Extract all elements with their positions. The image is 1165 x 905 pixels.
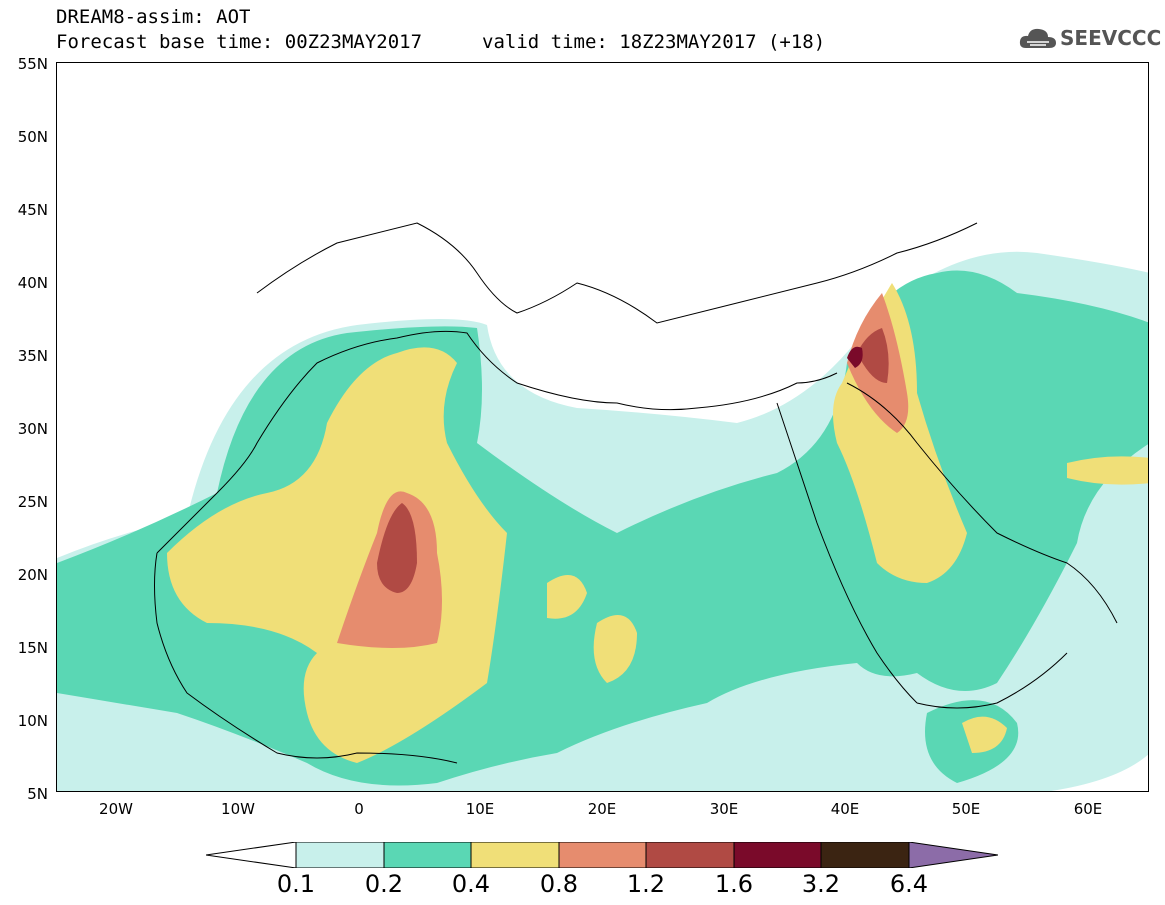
lat-label: 35N <box>17 347 48 365</box>
lat-label: 15N <box>17 639 48 657</box>
lon-label: 60E <box>1073 800 1103 818</box>
coastline-red-sea <box>776 402 918 704</box>
coastline-north-africa <box>156 330 838 554</box>
lat-label: 25N <box>17 493 48 511</box>
lat-label: 55N <box>17 55 48 73</box>
colorbar-segment-7 <box>820 842 910 868</box>
seevccc-logo: SEEVCCC <box>1018 24 1162 54</box>
lat-label: 45N <box>17 201 48 219</box>
colorbar-segment-5 <box>645 842 735 868</box>
lon-label: 0 <box>354 800 364 818</box>
aot-contour-level3-somalia <box>962 716 1007 753</box>
coastline-horn-of-africa <box>916 652 1068 709</box>
colorbar-label: 0.1 <box>276 870 316 898</box>
colorbar-segment-2 <box>383 842 472 868</box>
aot-contour-level3-gulf <box>1067 456 1148 485</box>
lon-label: 10E <box>465 800 495 818</box>
aot-contour-level3-niger <box>547 575 587 619</box>
colorbar-label: 1.2 <box>626 870 666 898</box>
colorbar-right-arrow <box>908 842 998 868</box>
lat-label: 20N <box>17 566 48 584</box>
coastline-europe <box>256 222 978 324</box>
colorbar-label: 3.2 <box>801 870 841 898</box>
lon-label: 10W <box>221 800 255 818</box>
coastlines <box>154 222 1118 764</box>
forecast-base-time: Forecast base time: 00Z23MAY2017 <box>56 31 423 53</box>
colorbar-label: 6.4 <box>889 870 929 898</box>
colorbar-segment-6 <box>733 842 822 868</box>
aot-contour-level3-sahara <box>167 347 507 763</box>
lat-label: 10N <box>17 712 48 730</box>
lon-label: 20W <box>99 800 133 818</box>
colorbar <box>206 842 998 868</box>
map-panel <box>56 62 1149 792</box>
aot-field <box>57 222 1148 791</box>
colorbar-label: 1.6 <box>714 870 754 898</box>
colorbar-segment-3 <box>470 842 560 868</box>
aot-contour-level6-iraq <box>847 346 863 368</box>
lon-label: 50E <box>951 800 981 818</box>
lon-label: 20E <box>587 800 617 818</box>
colorbar-label: 0.4 <box>451 870 491 898</box>
colorbar-label: 0.8 <box>539 870 579 898</box>
colorbar-label: 0.2 <box>364 870 404 898</box>
coastline-arabia <box>846 382 1118 624</box>
lat-label: 5N <box>27 785 48 803</box>
aot-contour-level5-iraq <box>857 328 889 383</box>
lat-label: 40N <box>17 274 48 292</box>
lon-label: 30E <box>709 800 739 818</box>
logo-text: SEEVCCC <box>1060 26 1162 50</box>
lat-label: 50N <box>17 128 48 146</box>
lat-label: 30N <box>17 420 48 438</box>
colorbar-left-arrow <box>206 842 297 868</box>
lon-label: 40E <box>830 800 860 818</box>
aot-contour-level3-chad <box>593 615 637 683</box>
aot-contour-level5-sahara <box>377 503 417 593</box>
coastline-west-africa <box>154 552 458 764</box>
colorbar-segment-4 <box>558 842 647 868</box>
valid-time: valid time: 18Z23MAY2017 (+18) <box>482 31 826 53</box>
colorbar-segment-1 <box>295 842 385 868</box>
cloud-icon <box>1019 28 1056 48</box>
map-title: DREAM8-assim: AOT <box>56 6 251 28</box>
